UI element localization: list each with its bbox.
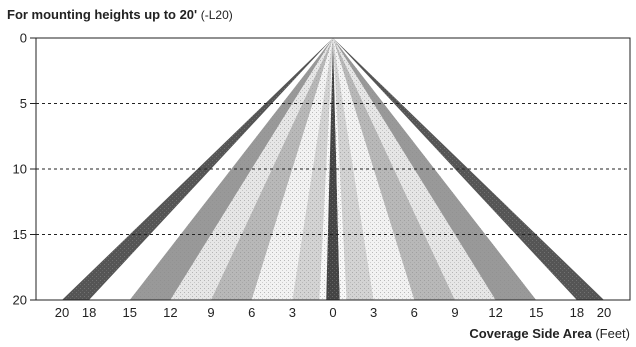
x-tick-label: 0 [329,305,336,320]
x-tick-label: 12 [163,305,177,320]
x-tick-label: 20 [55,305,69,320]
x-tick-label: 6 [411,305,418,320]
x-tick-label: 20 [597,305,611,320]
x-tick-label: 3 [289,305,296,320]
x-tick-label: 18 [82,305,96,320]
x-tick-label: 12 [488,305,502,320]
y-tick-label: 10 [13,162,27,177]
y-tick-label: 0 [20,31,27,46]
y-axis-ticks: 0 5 10 15 20 [13,31,36,308]
x-tick-label: 3 [370,305,377,320]
coverage-zone-texture [170,38,333,300]
x-tick-label: 18 [570,305,584,320]
y-tick-label: 5 [20,96,27,111]
chart-title-note: (-L20) [200,8,233,22]
coverage-zone-texture [251,38,333,300]
x-tick-label: 9 [451,305,458,320]
x-tick-label: 6 [248,305,255,320]
y-tick-label: 15 [13,227,27,242]
x-axis-ticks: 20 18 15 12 9 6 3 0 3 6 9 12 15 18 20 [55,305,611,320]
chart-title: For mounting heights up to 20' (-L20) [7,7,233,22]
gridlines [36,103,630,235]
x-axis-label: Coverage Side Area (Feet) [469,326,630,341]
x-tick-label: 15 [123,305,137,320]
x-axis-label-unit: (Feet) [595,326,630,341]
x-tick-label: 15 [529,305,543,320]
chart-title-main: For mounting heights up to 20' [7,7,198,22]
x-tick-label: 9 [207,305,214,320]
x-axis-label-main: Coverage Side Area [469,326,592,341]
y-tick-label: 20 [13,293,27,308]
